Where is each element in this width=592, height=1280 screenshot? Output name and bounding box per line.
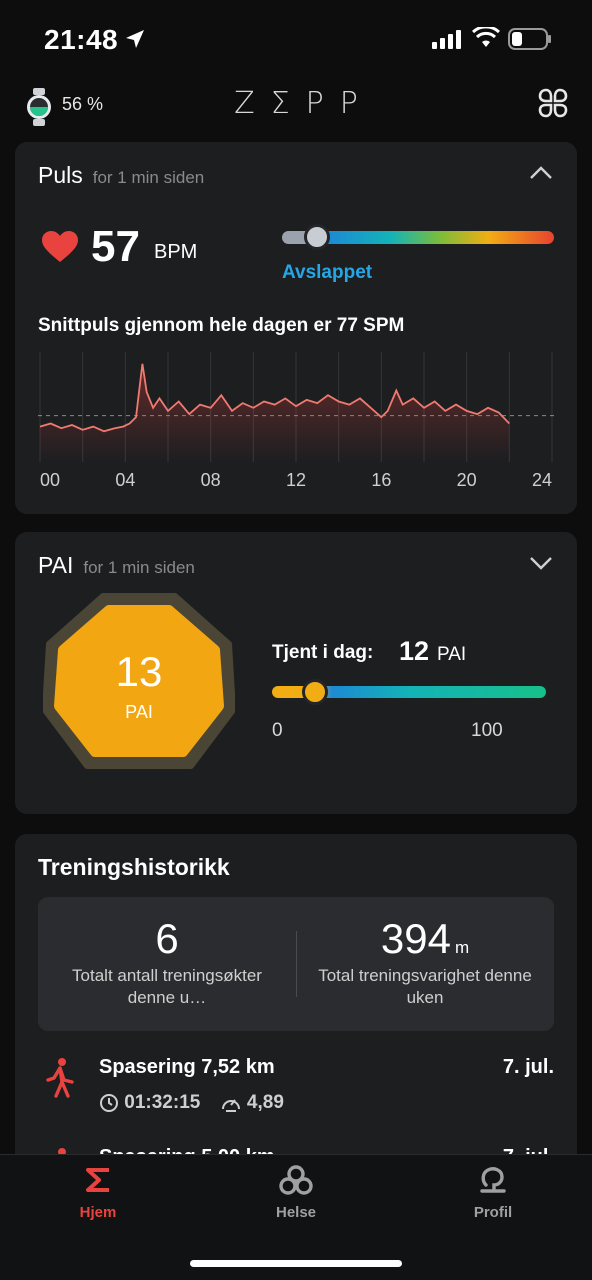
pai-title: PAI [38,552,74,578]
clock: 21:48 [44,24,119,55]
weekly-summary: 6 Totalt antall treningsøkter denne u… 3… [38,897,554,1031]
x-tick-label: 20 [457,470,477,490]
nav-profile-label: Profil [473,1204,513,1221]
chevron-up-icon[interactable] [529,166,553,180]
bottom-navigation: Hjem Helse Profil [0,1154,592,1280]
activity-row[interactable]: Spasering 7,52 km 7. jul. 01:32:15 4,89 [38,1052,554,1142]
x-tick-label: 04 [115,470,135,490]
pai-progress-bar [272,686,546,698]
zepp-logo: ZΣPP [234,86,374,121]
x-tick-label: 24 [532,470,552,490]
nav-home[interactable]: Hjem [38,1165,158,1221]
home-indicator [190,1260,402,1267]
activity-date: 7. jul. [502,1056,554,1078]
average-heart-rate-text: Snittpuls gjennom hele dagen er 77 SPM [38,315,405,336]
last-updated: for 1 min siden [92,168,205,187]
profile-icon [480,1167,506,1193]
activity-meta: 01:32:15 4,89 [99,1092,284,1114]
watch-icon[interactable] [26,88,52,126]
pai-badge-icon [43,593,235,769]
watch-battery-level: 56 % [62,94,104,114]
status-bar: 21:48 [0,0,592,80]
pai-scale-max: 100 [471,720,503,741]
training-history-card[interactable]: Treningshistorikk 6 Totalt antall trenin… [15,834,577,1188]
phone-battery-icon [508,28,551,50]
heart-rate-line [39,363,510,433]
total-duration-value-row: 394 m [296,915,554,963]
total-duration-unit: m [454,938,470,957]
heart-rate-area [40,363,510,462]
x-tick-label: 12 [286,470,306,490]
activity-title: Spasering 7,52 km [99,1056,275,1078]
heart-rate-card[interactable]: Puls for 1 min siden 57 BPM Avslappet Sni… [15,142,577,514]
heart-rate-zone-indicator [304,224,330,250]
total-duration-value: 394 [380,915,451,962]
heart-rate-value: 57 [91,222,140,271]
x-tick-label: 16 [371,470,391,490]
total-duration-stat: 394 m Total treningsvarighet denne uken [296,897,554,1031]
heart-rate-zone-bar [282,231,554,244]
heart-rate-unit: BPM [154,241,198,263]
card-title: Puls for 1 min siden [38,162,204,189]
health-icon [279,1165,313,1195]
heart-rate-title: Puls [38,162,83,188]
training-history-title: Treningshistorikk [38,854,230,880]
total-workouts-stat: 6 Totalt antall treningsøkter denne u… [38,897,296,1031]
pai-total-value: 13 [115,648,163,695]
cellular-signal-icon [432,30,461,49]
nav-health[interactable]: Helse [236,1165,356,1221]
app-header: 56 % ZΣPP [0,80,592,132]
pai-scale-min: 0 [272,720,283,741]
wifi-icon [472,27,500,47]
divider [296,931,297,997]
earned-today-unit: PAI [437,644,467,665]
pai-total-unit: PAI [125,702,153,722]
x-tick-label: 00 [40,470,60,490]
widgets-grid-icon[interactable] [538,88,568,118]
training-load-icon [221,1099,240,1112]
nav-home-label: Hjem [79,1204,117,1221]
total-workouts-label: Totalt antall treningsøkter denne u… [72,966,262,1007]
location-arrow-icon [126,30,144,48]
card-title: PAI for 1 min siden [38,552,195,579]
heart-icon [42,231,78,262]
pai-progress-indicator [301,679,328,705]
activity-duration: 01:32:15 [124,1092,201,1113]
zepp-home-icon [86,1168,109,1192]
nav-profile[interactable]: Profil [433,1165,553,1221]
total-duration-label: Total treningsvarighet denne uken [318,966,532,1007]
heart-rate-zone-label: Avslappet [282,262,373,283]
pai-card[interactable]: PAI for 1 min siden 13 PAI Tjent i dag: 1… [15,532,577,814]
earned-today-label: Tjent i dag: [272,642,374,663]
total-workouts-value: 6 [155,915,179,962]
chevron-down-icon[interactable] [529,556,553,570]
clock-icon [100,1094,118,1112]
activity-score: 4,89 [246,1092,284,1113]
walking-icon [46,1058,74,1098]
last-updated: for 1 min siden [83,558,195,577]
earned-today-value: 12 [399,636,430,666]
heart-rate-chart[interactable]: 00 04 08 12 16 20 24 [38,352,554,492]
nav-health-label: Helse [275,1204,317,1221]
x-tick-label: 08 [201,470,221,490]
